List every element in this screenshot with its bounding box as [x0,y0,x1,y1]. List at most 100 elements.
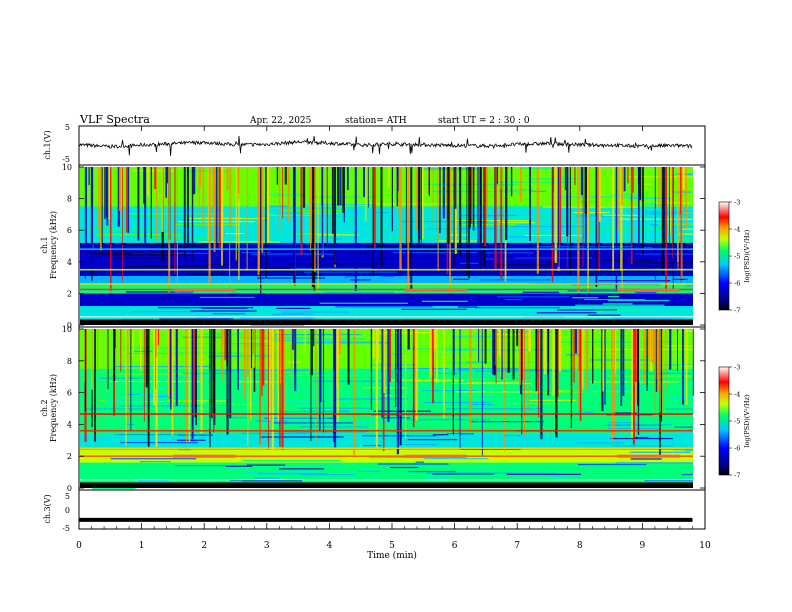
spectrum-streak [134,350,153,352]
spectrum-streak [208,355,266,357]
spectrum-impulse [125,329,127,446]
spectrum-impulse [437,167,439,272]
spectrum-impulse [208,167,211,285]
ch1-ylabel: ch.1 [40,236,49,253]
spectrum-impulse [388,329,392,383]
spectrum-impulse [126,329,129,423]
spectrum-impulse [446,167,449,275]
spectrum-impulse [519,329,523,394]
spectrum-streak [349,258,418,260]
spectrum-streak [407,414,471,416]
spectrum-streak [306,341,382,343]
spectrum-impulse [469,329,472,432]
spectrum-impulse [154,167,157,189]
spectrum-impulse [493,329,496,376]
spectrum-impulse [558,329,562,372]
spectrum-impulse [229,329,232,419]
spectrum-streak [642,211,693,213]
spectrum-streak [113,257,170,259]
spectrum-streak [461,214,547,217]
spectrum-streak [607,299,670,302]
spectrum-impulse [213,167,216,252]
low-freq-band [80,319,693,325]
spectrum-impulse [396,167,399,207]
spectrum-streak [377,393,446,395]
spectrum-impulse [279,329,281,447]
spectrum-impulse [84,329,86,412]
spectrum-impulse [253,329,255,368]
spectrum-impulse [215,167,217,223]
spectrum-streak [452,226,499,228]
spectrum-streak [358,470,381,472]
spectrum-streak [269,214,316,217]
spectrum-impulse [346,167,349,190]
spectrum-streak [183,372,230,375]
spectrum-streak [522,338,601,340]
spectrum-streak [91,435,179,437]
spectrum-streak [515,257,592,259]
spectrum-streak [438,240,487,242]
spectrum-streak [280,410,350,413]
spectrum-impulse [262,329,265,386]
spectrum-streak [403,353,488,355]
spectrum-streak [81,472,129,474]
spectrum-streak [528,178,581,180]
spectrum-streak [348,252,371,254]
tone-line [80,413,693,415]
spectrum-impulse [258,167,260,272]
spectrum-streak [115,365,211,368]
spectrum-streak [119,405,205,407]
tone-line [80,248,693,250]
spectrum-impulse [168,167,171,293]
spectrum-impulse [250,329,253,369]
tone-segment [404,454,468,458]
spectrum-streak [669,397,693,400]
spectrum-streak [339,409,349,412]
spectrum-impulse [332,329,336,442]
spectrum-streak [674,191,691,193]
x-tick-label: 1 [139,541,145,551]
spectrum-impulse [521,329,523,435]
spectrum-streak [485,252,535,254]
spectrum-streak [520,167,551,169]
spectrum-impulse [188,329,191,443]
station-label: station= ATH [345,116,407,126]
spectrum-streak [332,421,399,423]
spectrum-streak [393,367,449,370]
spectrum-streak [148,265,209,267]
spectrum-streak [570,295,645,298]
spectrum-impulse [495,329,497,384]
spectrum-impulse [669,167,671,244]
x-tick-label: 2 [201,541,207,551]
spectrum-impulse [315,329,317,443]
ch1-ytick-bottom: -5 [62,155,70,164]
spectrum-streak [301,473,356,476]
spectrum-impulse [381,329,383,418]
spectrum-impulse [104,167,106,220]
spectrum-impulse [615,167,618,291]
spectrum-streak [140,460,171,463]
spectrum-streak [587,314,621,316]
spectrum-impulse [98,167,100,230]
spectrum-impulse [229,167,231,290]
spectrum-streak [508,403,560,405]
spectrum-streak [287,361,299,363]
spectrum-streak [254,477,281,479]
spectrum-impulse [191,167,194,262]
spectrum-streak [383,261,430,263]
spectrum-streak [427,247,513,249]
spectrum-impulse [247,329,249,446]
spectrum-streak [673,431,693,434]
spectrum-streak [572,215,624,217]
spectrum-impulse [602,329,605,392]
spectrum-impulse [552,167,554,248]
spectrum-impulse [336,329,338,387]
spectrum-impulse [224,329,227,361]
spectrum-streak [388,353,411,355]
spectrum-band [80,433,693,450]
spectrum-streak [450,382,532,385]
spectrum-impulse [101,167,103,248]
freq-tick-label: 2 [67,289,72,298]
spectrum-streak [509,236,531,238]
spectrum-streak [167,317,252,319]
